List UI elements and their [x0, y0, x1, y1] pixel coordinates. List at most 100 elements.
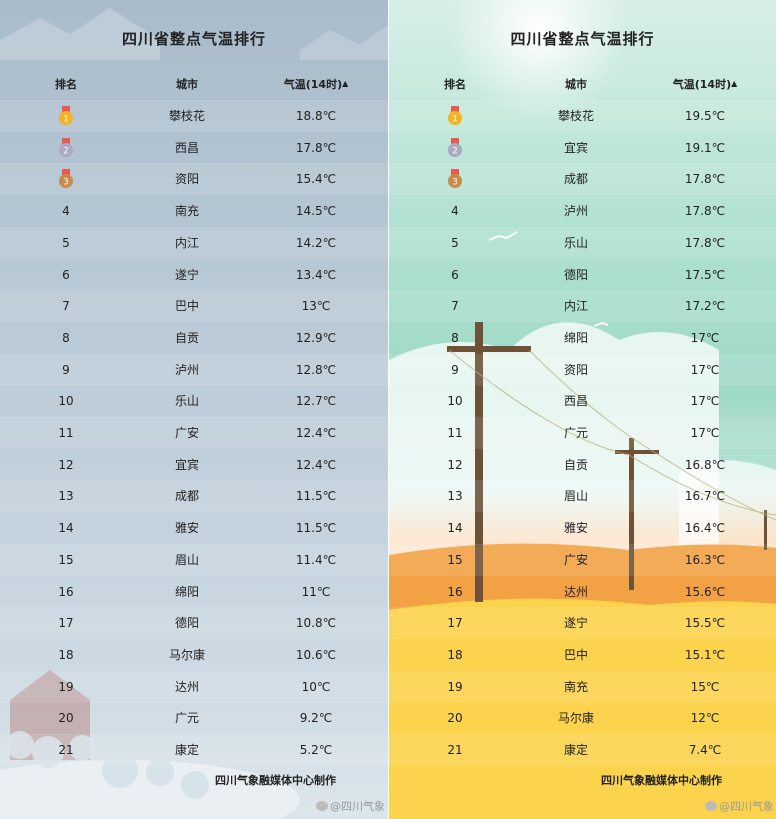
row-stripe	[0, 480, 388, 513]
weibo-icon	[316, 801, 328, 811]
row-stripe	[0, 226, 388, 259]
rank-cell: 9	[62, 362, 70, 377]
row-stripe	[389, 670, 776, 703]
rank-cell: 2	[38, 132, 94, 164]
city-cell: 宜宾	[563, 140, 588, 155]
rank-cell: 6	[451, 267, 459, 282]
city-cell: 巴中	[174, 299, 199, 314]
temperature-cell: 17.5℃	[684, 267, 726, 282]
city-cell: 马尔康	[557, 711, 594, 726]
table-row: 2 西昌 17.8℃	[0, 132, 388, 164]
temperature-cell: 5.2℃	[299, 743, 333, 757]
row-stripe	[389, 353, 776, 386]
watermark-text: @四川气象	[719, 800, 774, 813]
temperature-cell: 17.8℃	[295, 140, 337, 155]
city-cell: 乐山	[563, 235, 588, 250]
city-cell: 内江	[174, 235, 199, 250]
temperature-cell: 13℃	[301, 299, 331, 314]
temperature-cell: 11℃	[301, 584, 331, 599]
temperature-cell: 11.5℃	[295, 489, 337, 504]
rank-cell: 14	[447, 521, 463, 536]
city-cell: 遂宁	[563, 616, 588, 631]
rank-cell: 5	[451, 235, 459, 250]
city-cell: 南充	[563, 679, 588, 694]
city-cell: 西昌	[174, 140, 199, 155]
temperature-cell: 9.2℃	[299, 711, 333, 726]
rank-cell: 5	[62, 235, 70, 250]
column-header-city: 城市	[176, 78, 198, 91]
table-row: 7 巴中 13℃	[0, 290, 388, 323]
medal-rank-text: 2	[452, 146, 458, 156]
medal-icon: 2	[59, 137, 73, 157]
rank-cell: 15	[447, 552, 463, 567]
table-row: 9 泸州 12.8℃	[0, 353, 388, 386]
medal-icon: 3	[59, 169, 73, 189]
rank-cell: 12	[58, 457, 74, 472]
city-cell: 攀枝花	[168, 109, 205, 123]
rank-cell: 13	[447, 489, 463, 504]
rank-cell: 12	[447, 457, 463, 472]
temperature-cell: 16.3℃	[684, 552, 726, 567]
table-row: 4 泸州 17.8℃	[389, 195, 776, 227]
row-stripe	[389, 734, 776, 766]
city-cell: 乐山	[174, 394, 199, 409]
table-row: 5 乐山 17.8℃	[389, 226, 776, 259]
table-row: 8 自贡 12.9℃	[0, 322, 388, 354]
temperature-cell: 10.8℃	[295, 616, 337, 631]
rank-cell: 3	[38, 163, 94, 195]
table-row: 18 巴中 15.1℃	[389, 639, 776, 671]
rank-cell: 20	[58, 711, 74, 726]
temperature-cell: 12℃	[690, 711, 720, 726]
city-cell: 广安	[174, 426, 199, 440]
watermark: @四川气象	[316, 798, 385, 814]
city-cell: 自贡	[174, 330, 199, 345]
medal-icon: 1	[59, 106, 73, 125]
temperature-cell: 16.4℃	[684, 521, 726, 536]
medal-rank-text: 2	[63, 146, 69, 156]
city-cell: 广元	[174, 711, 199, 726]
row-stripe	[389, 290, 776, 323]
right-ranking-panel: 四川省整点气温排行 排名 城市 气温(14时)▲ 1 攀枝花 19.5℃ 2 宜宾 19.…	[389, 0, 776, 819]
watermark: @四川气象	[705, 798, 774, 814]
footer-credit: 四川气象融媒体中心制作	[601, 774, 722, 787]
temperature-cell: 17.2℃	[684, 299, 726, 314]
table-row: 20 马尔康 12℃	[389, 702, 776, 734]
rank-cell: 10	[447, 394, 463, 409]
rank-cell: 21	[447, 743, 463, 757]
table-row: 2 宜宾 19.1℃	[389, 132, 776, 164]
left-ranking-panel: 四川省整点气温排行 排名 城市 气温(14时)▲ 1 攀枝花 18.8℃ 2 西昌 17.…	[0, 0, 388, 819]
temperature-cell: 12.8℃	[295, 362, 337, 377]
temperature-cell: 17.8℃	[684, 235, 726, 250]
temperature-cell: 17.8℃	[684, 172, 726, 187]
city-cell: 成都	[174, 489, 199, 504]
rank-cell: 10	[58, 394, 74, 409]
medal-icon: 1	[448, 106, 462, 125]
table-row: 18 马尔康 10.6℃	[0, 639, 388, 671]
temperature-cell: 11.4℃	[295, 552, 337, 567]
row-stripe	[389, 417, 776, 449]
temperature-cell: 14.5℃	[295, 204, 337, 219]
city-cell: 眉山	[174, 552, 199, 567]
table-row: 7 内江 17.2℃	[389, 290, 776, 323]
column-header-rank: 排名	[55, 78, 77, 91]
table-row: 19 达州 10℃	[0, 670, 388, 703]
column-header-temp[interactable]: 气温(14时)▲	[262, 76, 370, 96]
rank-cell: 18	[447, 647, 463, 662]
city-cell: 眉山	[563, 489, 588, 504]
rank-cell: 2	[427, 132, 483, 164]
temperature-cell: 12.7℃	[295, 394, 337, 409]
temperature-cell: 17℃	[690, 362, 720, 377]
rank-cell: 17	[447, 616, 463, 631]
medal-rank-text: 3	[452, 178, 458, 188]
city-cell: 达州	[563, 584, 588, 599]
rank-cell: 6	[62, 267, 70, 282]
rank-cell: 3	[427, 163, 483, 195]
rank-cell: 7	[62, 299, 70, 314]
table-row: 3 成都 17.8℃	[389, 163, 776, 196]
temperature-cell: 14.2℃	[295, 235, 337, 250]
city-cell: 自贡	[563, 457, 588, 472]
table-row: 12 自贡 16.8℃	[389, 449, 776, 481]
table-row: 15 广安 16.3℃	[389, 543, 776, 576]
temperature-cell: 16.7℃	[684, 489, 726, 504]
column-header-temp[interactable]: 气温(14时)▲	[651, 76, 759, 96]
